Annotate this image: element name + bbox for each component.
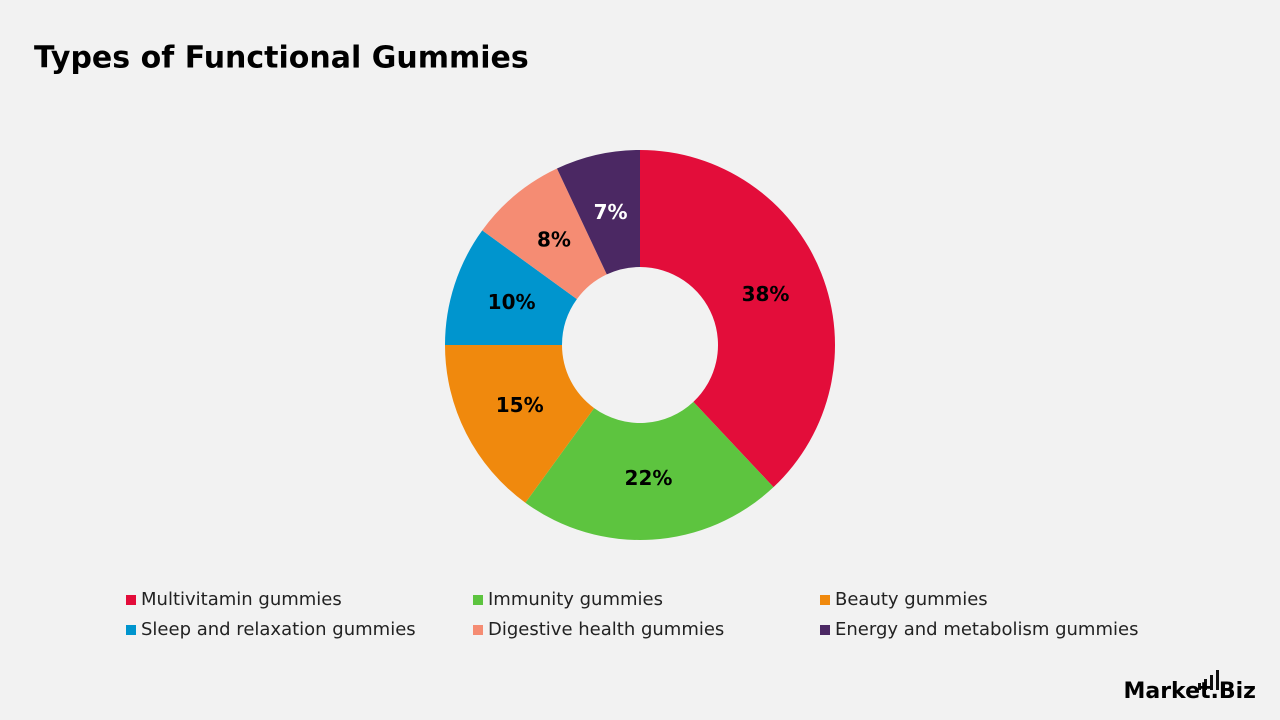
donut-slice: [482, 168, 607, 300]
donut-slice: [445, 230, 577, 345]
logo-icon: [1198, 670, 1219, 690]
value-label: 10%: [488, 290, 536, 314]
donut-slice: [444, 345, 595, 503]
legend-swatch: [126, 625, 136, 635]
legend-label: Sleep and relaxation gummies: [141, 619, 416, 640]
donut-slice: [525, 401, 774, 540]
legend-swatch: [820, 595, 830, 605]
legend-swatch: [820, 625, 830, 635]
value-label: 38%: [742, 282, 790, 306]
legend-swatch: [473, 625, 483, 635]
value-label: 8%: [537, 227, 571, 251]
chart-title: Types of Functional Gummies: [34, 41, 529, 76]
legend-label: Digestive health gummies: [488, 619, 724, 640]
donut-slice: [640, 150, 835, 488]
donut-slice: [556, 150, 640, 275]
legend-label: Energy and metabolism gummies: [835, 619, 1138, 640]
legend-swatch: [126, 595, 136, 605]
value-label: 7%: [594, 200, 628, 224]
legend-label: Immunity gummies: [488, 589, 663, 610]
legend-swatch: [473, 595, 483, 605]
legend-label: Multivitamin gummies: [141, 589, 342, 610]
logo: Market.Biz: [1123, 679, 1256, 704]
value-label: 15%: [496, 393, 544, 417]
value-label: 22%: [625, 466, 673, 490]
legend-label: Beauty gummies: [835, 589, 988, 610]
